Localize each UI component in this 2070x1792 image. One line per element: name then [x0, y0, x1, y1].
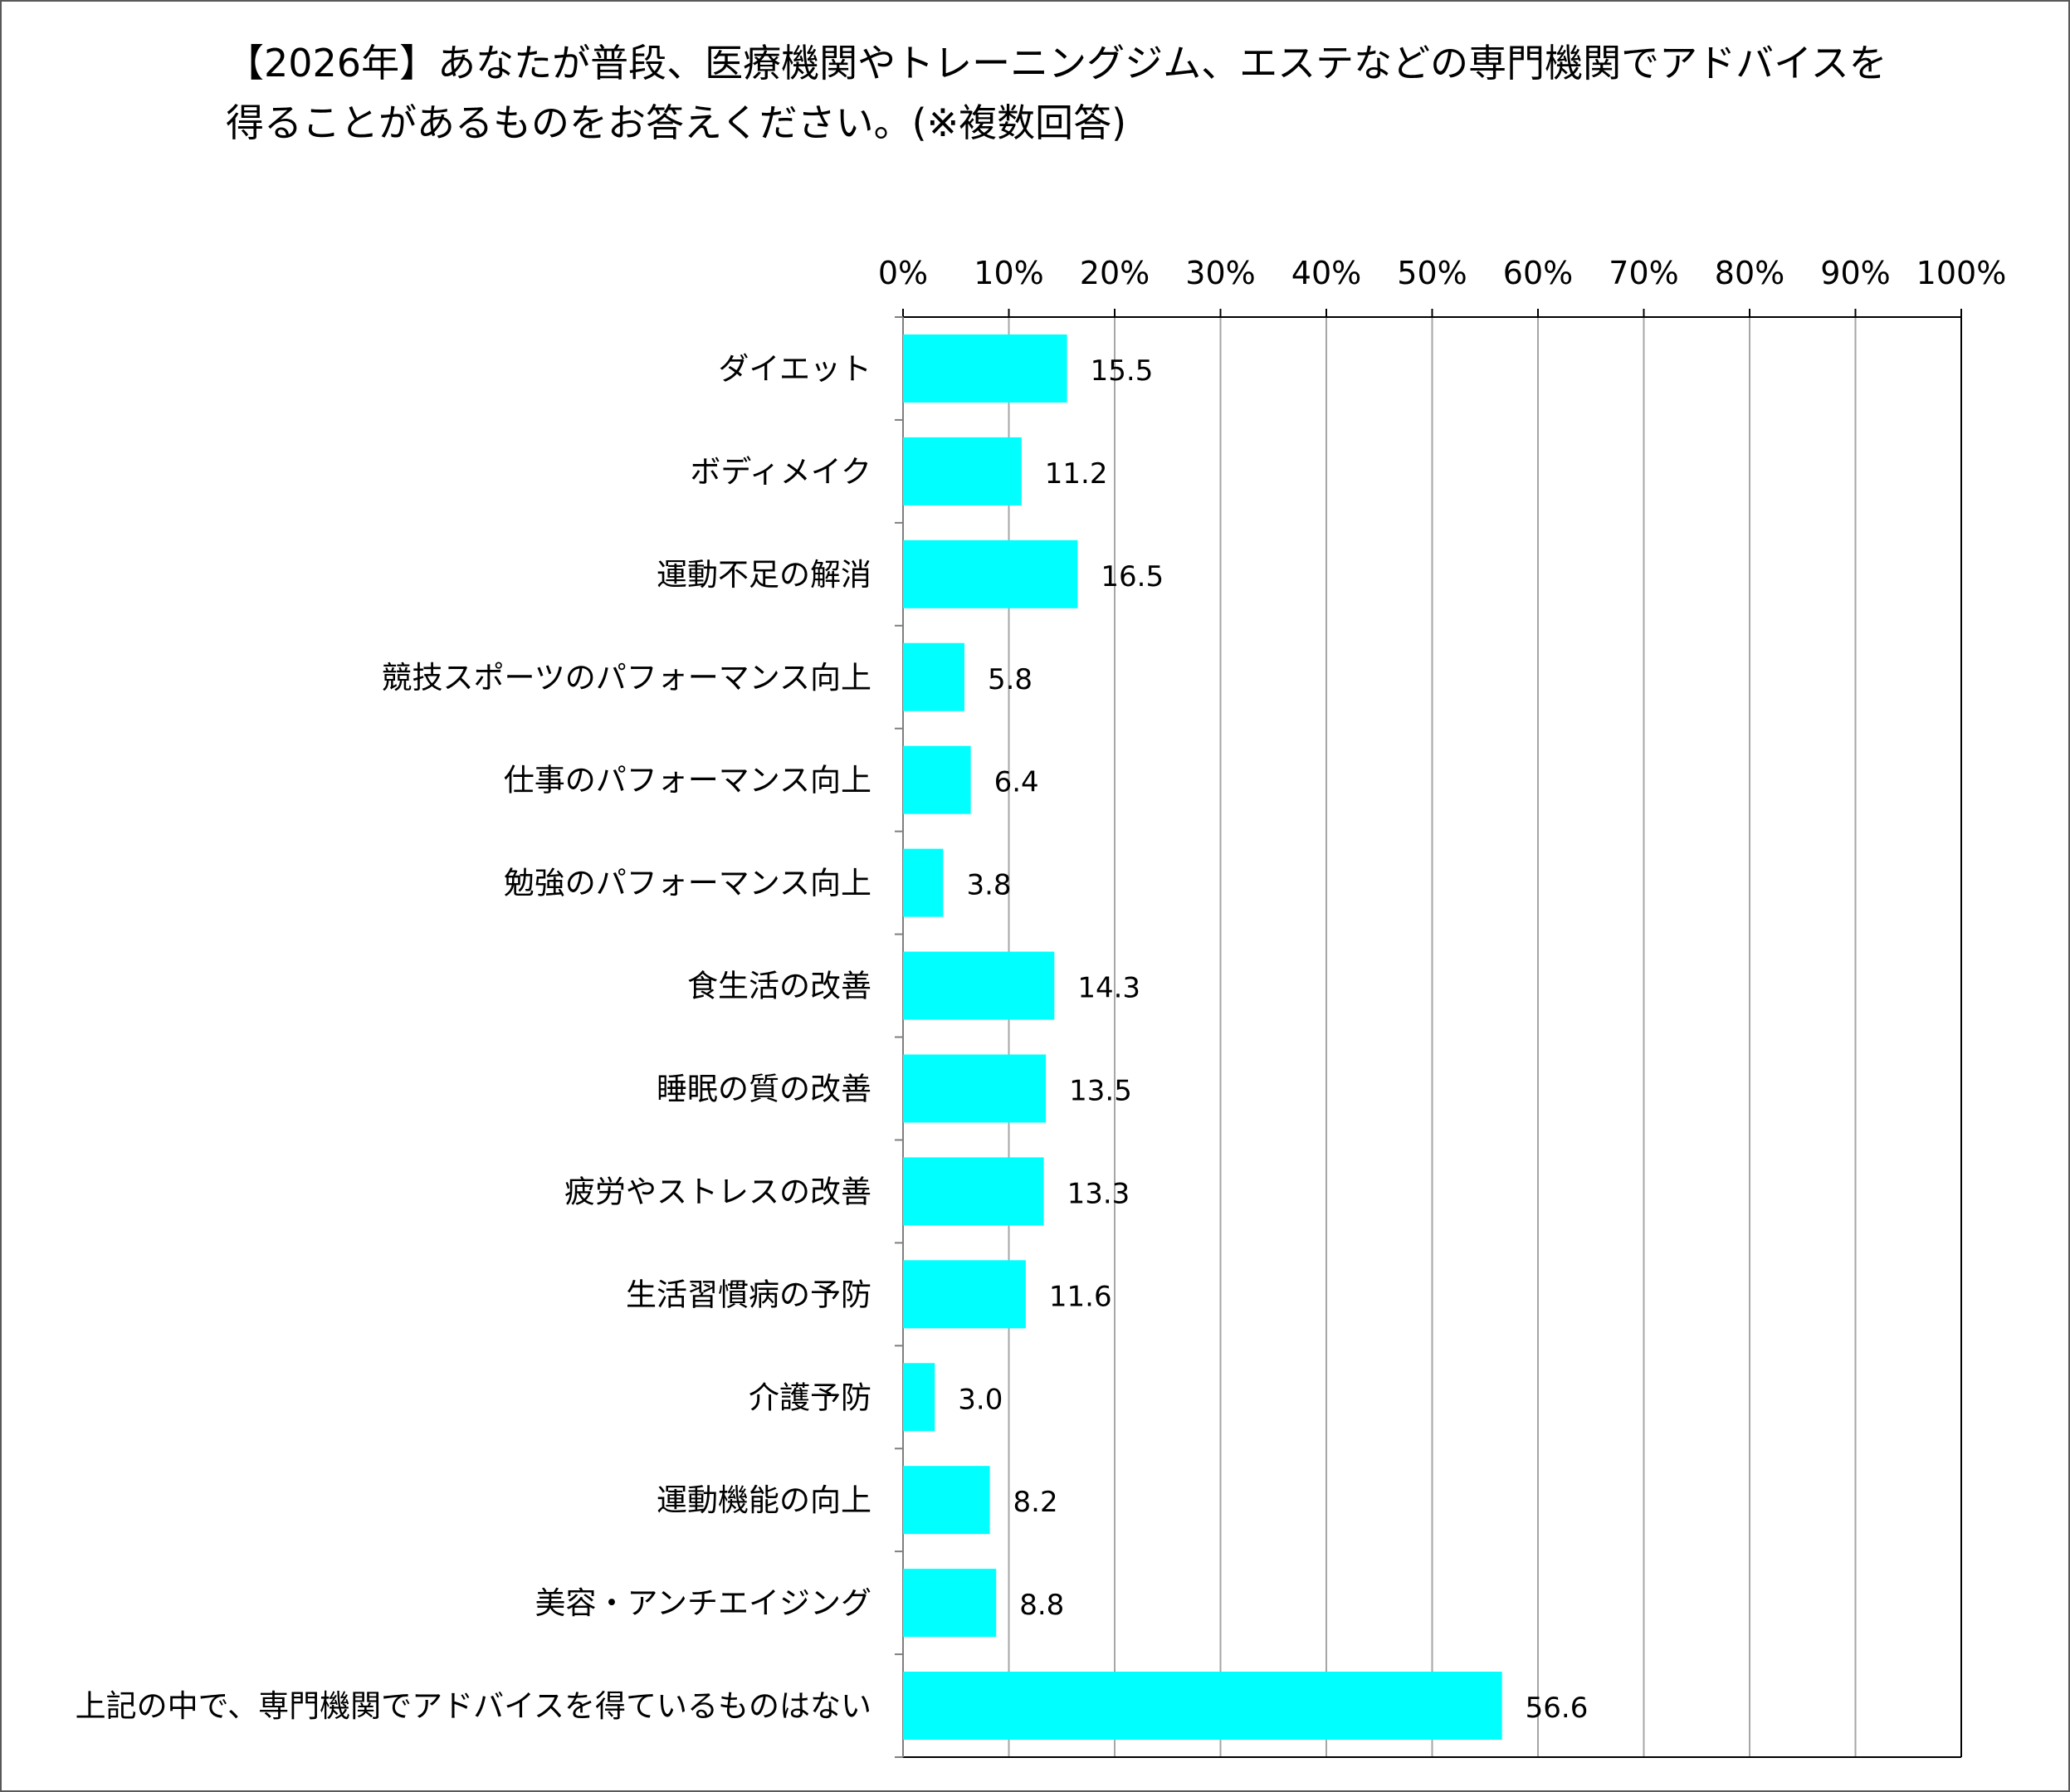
gridlines	[1008, 317, 1962, 1757]
axes	[895, 309, 1962, 1758]
category-label: 睡眠の質の改善	[657, 1071, 871, 1106]
bar	[903, 1054, 1047, 1123]
x-tick-label: 100%	[1916, 255, 2007, 291]
data-label: 6.4	[994, 766, 1039, 799]
category-label: 仕事のパフォーマンス向上	[504, 763, 871, 798]
bar	[903, 1569, 997, 1638]
data-label: 13.3	[1067, 1177, 1130, 1210]
bar	[903, 745, 971, 814]
data-label: 11.2	[1045, 457, 1108, 491]
x-tick-label: 40%	[1291, 255, 1361, 291]
data-label: 8.2	[1013, 1486, 1058, 1519]
category-label: 疲労やストレスの改善	[564, 1174, 871, 1209]
category-label: 生活習慣病の予防	[626, 1277, 871, 1312]
category-label: 上記の中で、専門機関でアドバイスを得ているものはない	[76, 1688, 871, 1724]
bar	[903, 437, 1022, 505]
bars	[903, 334, 1502, 1741]
category-label: 運動機能の向上	[657, 1482, 871, 1518]
data-label: 3.0	[958, 1383, 1003, 1416]
data-labels: 15.5 11.2 16.5 5.8 6.4 3.8 14.3 13.5 13.3 11.6 3.0…	[958, 354, 1588, 1725]
category-label: 美容・アンチエイジング	[535, 1585, 871, 1621]
data-label: 13.5	[1069, 1074, 1132, 1107]
data-label: 8.8	[1019, 1589, 1064, 1622]
x-tick-label: 70%	[1609, 255, 1678, 291]
x-tick-label: 50%	[1397, 255, 1467, 291]
category-labels: ダイエットボディメイク運動不足の解消競技スポーツのパフォーマンス向上仕事のパフォ…	[76, 351, 871, 1724]
chart-title-line-2: 得ることがあるものをお答えください。(※複数回答)	[226, 100, 1127, 145]
bar	[903, 1672, 1502, 1741]
category-label: 運動不足の解消	[657, 557, 871, 593]
category-label: ダイエット	[718, 351, 871, 387]
x-tick-labels: 0% 10% 20% 30% 40% 50% 60% 70% 80% 90% 100%	[878, 255, 2006, 291]
chart-title: 【2026年】あなたが普段、医療機関やトレーニングジム、エステなどの専門機関でア…	[226, 33, 1887, 153]
category-label: ボディメイク	[690, 454, 871, 490]
category-label: 介護予防	[749, 1379, 871, 1415]
bar	[903, 848, 944, 917]
bar	[903, 540, 1078, 608]
bar	[903, 1466, 990, 1535]
x-tick-label: 80%	[1715, 255, 1784, 291]
bar	[903, 951, 1055, 1020]
data-label: 3.8	[966, 869, 1011, 902]
data-label: 11.6	[1049, 1280, 1112, 1313]
bar	[903, 1260, 1026, 1329]
x-tick-label: 20%	[1080, 255, 1150, 291]
bar	[903, 1363, 935, 1432]
bar	[903, 1157, 1044, 1226]
category-label: 競技スポーツのパフォーマンス向上	[381, 660, 871, 696]
data-label: 16.5	[1101, 560, 1164, 593]
data-label: 5.8	[988, 663, 1033, 696]
x-tick-label: 60%	[1503, 255, 1573, 291]
bar	[903, 642, 964, 711]
data-label: 15.5	[1091, 354, 1154, 388]
x-tick-label: 90%	[1820, 255, 1890, 291]
category-label: 勉強のパフォーマンス向上	[504, 866, 871, 901]
data-label: 56.6	[1526, 1692, 1589, 1725]
chart-title-line-1: 【2026年】あなたが普段、医療機関やトレーニングジム、エステなどの専門機関でア…	[226, 41, 1887, 85]
x-tick-label: 30%	[1185, 255, 1255, 291]
x-tick-label: 10%	[974, 255, 1043, 291]
data-label: 14.3	[1077, 972, 1140, 1005]
x-tick-label: 0%	[878, 255, 928, 291]
bar	[903, 334, 1067, 403]
category-label: 食生活の改善	[687, 969, 871, 1004]
